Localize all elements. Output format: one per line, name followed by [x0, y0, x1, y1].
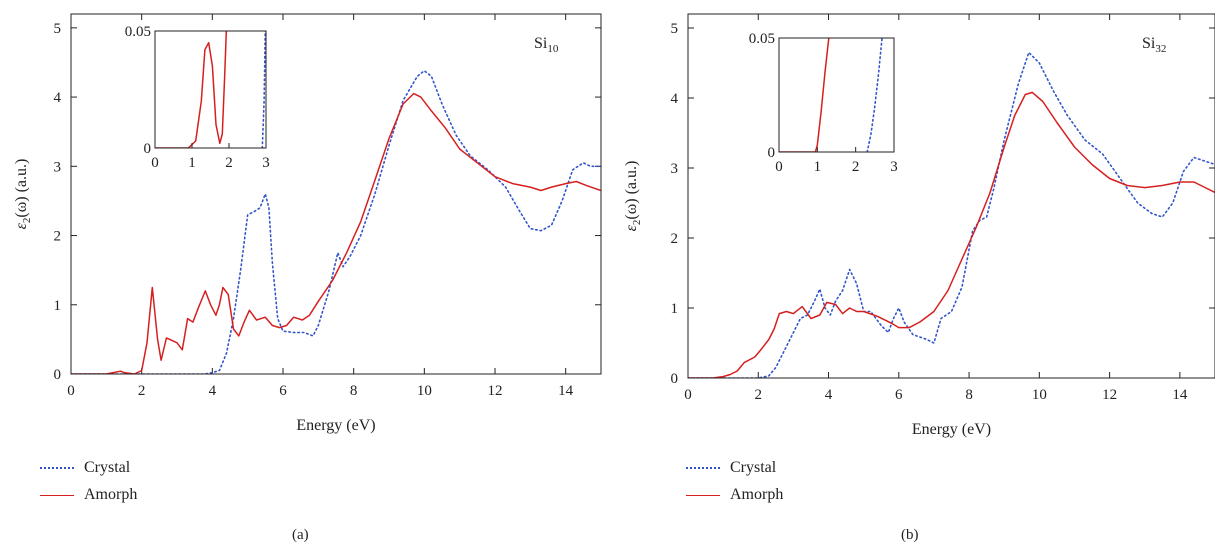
y-tick-label: 0: [54, 367, 62, 383]
x-tick-label: 12: [1102, 387, 1117, 403]
inset-x-tick-label: 3: [262, 155, 270, 171]
x-tick-label: 14: [558, 383, 574, 399]
legend-swatch-crystal: [40, 467, 74, 469]
inset-x-tick-label: 1: [188, 155, 196, 171]
x-tick-label: 0: [67, 383, 75, 399]
inset-x-tick-label: 2: [852, 159, 860, 175]
legend-item-crystal: Crystal: [686, 459, 776, 477]
legend-item-crystal: Crystal: [40, 459, 130, 477]
panel-a-caption: (a): [292, 527, 309, 543]
series-line-crystal: [688, 51, 1215, 378]
panel-b: 0 2 4 6 8 10 12 14 0 1 2 3 4 5 Energy (eV) ε2(ω) (a.u.)…: [608, 0, 1215, 552]
x-tick-label: 14: [1172, 387, 1188, 403]
panel-a: 0 2 4 6 8 10 12 14 0 1 2 3 4 5 Energy (eV) ε2(ω) (a.u.)…: [0, 0, 607, 552]
inset-frame: [154, 30, 267, 149]
x-tick-label: 10: [1032, 387, 1047, 403]
y-tick-label: 1: [54, 298, 62, 314]
inset-series-line-crystal: [261, 31, 266, 148]
inset-x-tick-label: 2: [225, 155, 233, 171]
plot-frame: [687, 13, 1215, 379]
x-tick-label: 8: [350, 383, 358, 399]
legend-label-crystal: Crystal: [84, 459, 131, 476]
inset-y-tick-label: 0.05: [125, 24, 151, 40]
y-tick-label: 3: [54, 159, 62, 175]
x-tick-label: 10: [417, 383, 432, 399]
inset-y-tick-label: 0: [768, 145, 776, 161]
series-line-amorph: [688, 91, 1215, 378]
inset-y-tick-label: 0.05: [749, 31, 775, 47]
y-tick-label: 5: [54, 21, 62, 37]
inset-series-group: [779, 38, 883, 152]
x-axis-label: Energy (eV): [912, 421, 991, 438]
legend-label-amorph: Amorph: [84, 486, 138, 503]
x-axis-label: Energy (eV): [296, 417, 375, 434]
series-line-crystal: [71, 70, 601, 374]
inset-background: [779, 38, 894, 152]
series-line-amorph: [71, 92, 601, 374]
system-label: Si10: [534, 35, 559, 55]
legend-label-amorph: Amorph: [730, 486, 784, 503]
y-tick-label: 4: [671, 91, 679, 107]
inset: 0 1 2 3 0 0.05: [749, 31, 898, 175]
y-tick-label: 0: [671, 371, 679, 387]
inset-x-tick-label: 3: [890, 159, 898, 175]
panel-b-caption: (b): [901, 527, 919, 543]
y-axis-label: ε2(ω) (a.u.): [13, 159, 33, 230]
x-tick-label: 0: [684, 387, 692, 403]
legend-item-amorph: Amorph: [686, 486, 783, 504]
legend-swatch-amorph: [40, 494, 74, 496]
x-tick-label: 8: [965, 387, 973, 403]
inset-x-tick-label: 1: [814, 159, 822, 175]
inset-series-line-crystal: [866, 38, 883, 152]
x-tick-label: 2: [755, 387, 763, 403]
inset-x-tick-label: 0: [775, 159, 783, 175]
inset-x-tick-label: 0: [151, 155, 159, 171]
x-tick-label: 6: [895, 387, 903, 403]
y-tick-label: 4: [54, 90, 62, 106]
legend-swatch-amorph: [686, 494, 720, 496]
y-axis-label: ε2(ω) (a.u.): [623, 161, 643, 232]
inset-series-group: [155, 31, 266, 148]
inset-y-tick-label: 0: [144, 141, 152, 157]
y-tick-label: 2: [54, 229, 62, 245]
legend-label-crystal: Crystal: [730, 459, 777, 476]
y-tick-label: 5: [671, 21, 679, 37]
inset-series-line-amorph: [779, 38, 830, 152]
legend-swatch-crystal: [686, 467, 720, 469]
inset-frame: [778, 37, 895, 153]
series-group: [71, 70, 601, 374]
y-tick-label: 1: [671, 301, 679, 317]
system-label: Si32: [1142, 35, 1166, 55]
series-group: [688, 51, 1215, 378]
plot-frame: [70, 13, 602, 375]
x-tick-label: 4: [209, 383, 217, 399]
x-tick-label: 12: [488, 383, 503, 399]
y-tick-label: 3: [671, 161, 679, 177]
inset: 0 1 2 3 0 0.05: [125, 24, 270, 171]
legend-item-amorph: Amorph: [40, 486, 137, 504]
inset-background: [155, 31, 266, 148]
x-tick-label: 2: [138, 383, 146, 399]
y-tick-label: 2: [671, 231, 679, 247]
x-tick-label: 6: [279, 383, 287, 399]
inset-series-line-amorph: [155, 31, 228, 148]
x-tick-label: 4: [825, 387, 833, 403]
